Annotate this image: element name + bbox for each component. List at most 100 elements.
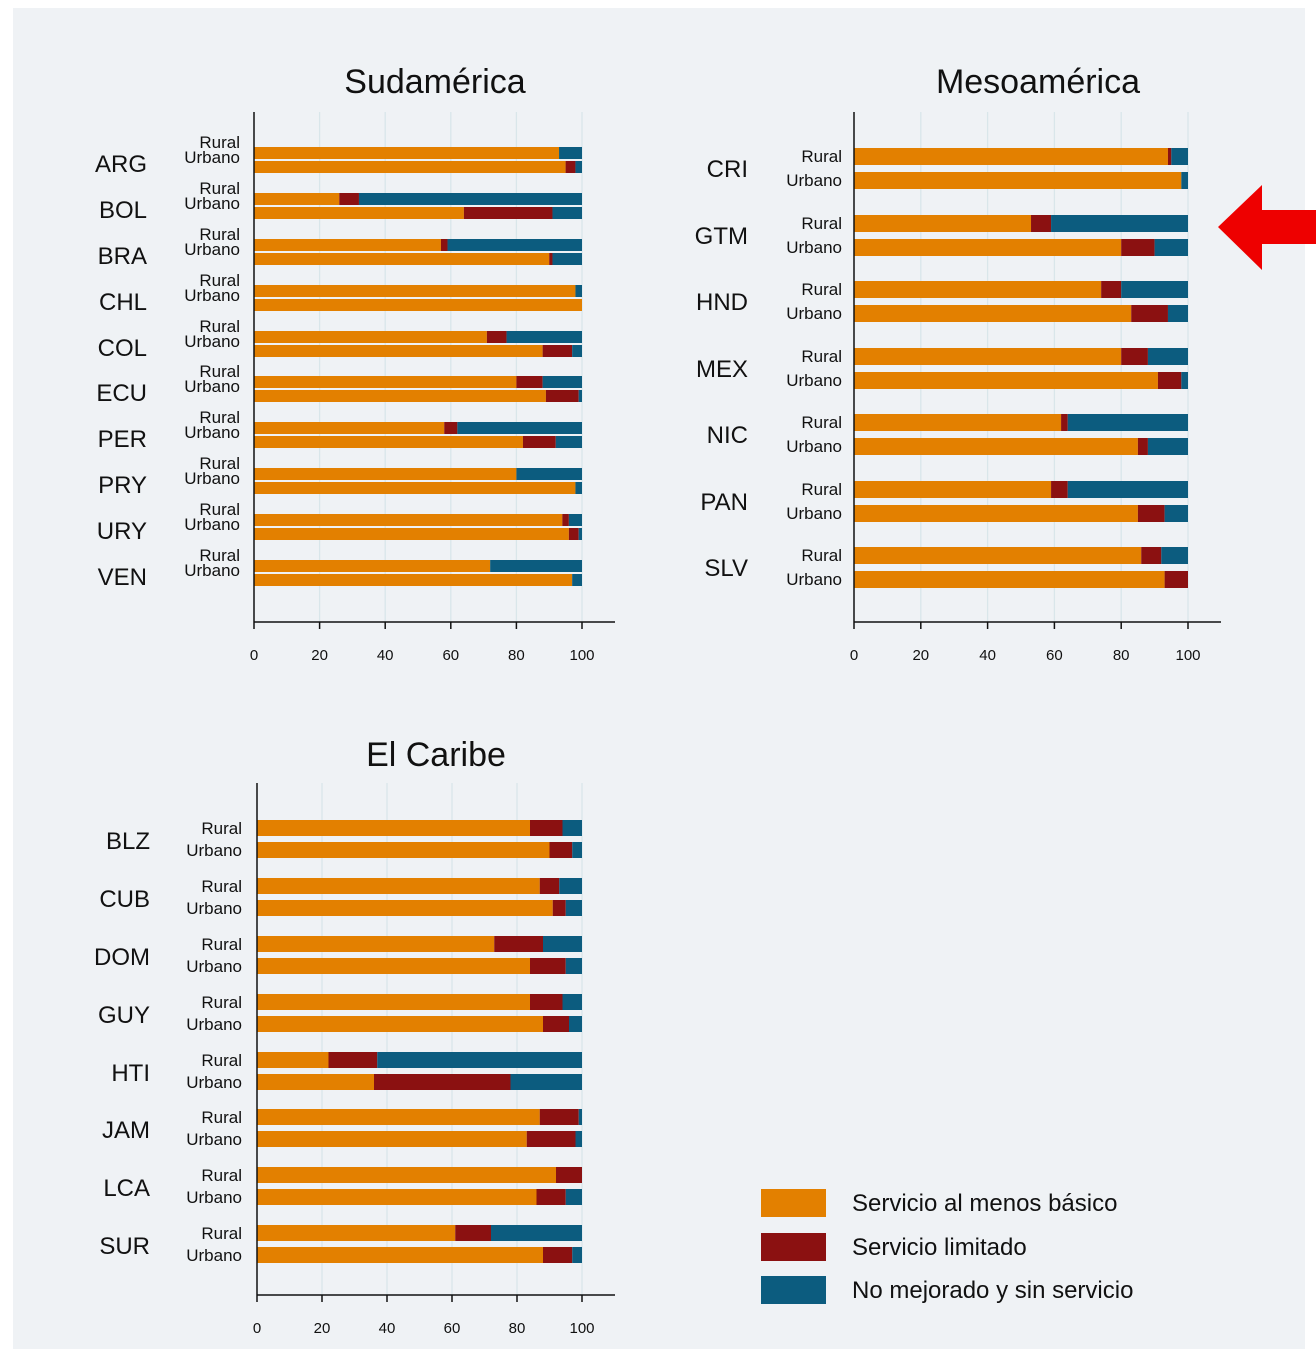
bar-pan-urbano-none [1164,505,1188,522]
bar-chl-urbano-basic [254,299,582,311]
country-label-cub: CUB [99,886,150,913]
country-label-blz: BLZ [106,828,150,855]
bar-hti-rural-limited [328,1052,378,1068]
country-label-bra: BRA [98,243,147,270]
bar-bol-urbano-none [552,207,582,219]
bar-lca-urbano-limited [536,1189,566,1205]
country-label-jam: JAM [102,1117,150,1144]
x-tick-label: 60 [444,1320,461,1337]
bar-col-rural-basic [254,331,487,343]
bar-ecu-urbano-none [578,390,582,402]
bar-chl-rural-none [575,285,582,297]
bar-ven-rural-none [490,560,582,572]
bar-nic-rural-basic [854,414,1062,431]
bar-per-rural-basic [254,422,445,434]
bar-pan-rural-basic [854,481,1052,498]
country-label-sur: SUR [99,1233,150,1260]
bar-gtm-urbano-none [1154,239,1188,256]
subgroup-label-rural: Rural [199,317,240,336]
bar-pan-rural-limited [1051,481,1068,498]
bar-gtm-urbano-basic [854,239,1122,256]
subgroup-label-rural: Rural [201,935,242,954]
subgroup-label-rural: Rural [199,362,240,381]
bar-slv-urbano-basic [854,571,1165,588]
bar-sur-urbano-basic [257,1247,543,1263]
bar-per-rural-none [457,422,582,434]
country-label-hnd: HND [696,289,748,316]
bar-col-rural-none [506,331,582,343]
bar-blz-rural-basic [257,820,530,836]
country-label-gtm: GTM [695,223,748,250]
bar-jam-urbano-none [575,1131,582,1147]
bar-guy-rural-none [562,994,582,1010]
subgroup-label-urbano: Urbano [186,1188,242,1207]
legend-label-limited: Servicio limitado [852,1234,1027,1261]
subgroup-label-rural: Rural [201,1108,242,1127]
x-tick-label: 0 [250,647,258,664]
bar-hti-urbano-limited [374,1074,511,1090]
chart-panel-0: SudaméricaRuralUrbanoARGRuralUrbanoBOLRu… [95,63,615,664]
bar-pry-rural-none [516,468,582,480]
bar-bra-rural-basic [254,239,441,251]
bar-sur-urbano-none [572,1247,582,1263]
x-tick-label: 0 [850,647,858,664]
bar-col-urbano-basic [254,345,543,357]
bar-ecu-urbano-basic [254,390,546,402]
country-label-ecu: ECU [96,380,147,407]
x-tick-label: 80 [509,1320,526,1337]
subgroup-label-urbano: Urbano [184,377,240,396]
bar-hnd-rural-basic [854,281,1102,298]
x-tick-label: 40 [379,1320,396,1337]
bar-slv-rural-none [1161,547,1188,564]
legend-swatch-basic [761,1189,826,1217]
subgroup-label-urbano: Urbano [184,469,240,488]
x-tick-label: 40 [979,647,996,664]
bar-gtm-rural-basic [854,215,1032,232]
subgroup-label-rural: Rural [199,133,240,152]
subgroup-label-urbano: Urbano [186,957,242,976]
bar-ury-urbano-none [578,528,582,540]
legend-swatch-none [761,1276,826,1304]
bar-bra-rural-none [447,239,582,251]
subgroup-label-urbano: Urbano [186,1015,242,1034]
bar-cub-urbano-basic [257,900,553,916]
bar-ecu-urbano-limited [545,390,579,402]
bar-blz-urbano-none [572,842,582,858]
subgroup-label-rural: Rural [199,500,240,519]
subgroup-label-urbano: Urbano [186,1130,242,1149]
bar-pry-rural-basic [254,468,517,480]
subgroup-label-urbano: Urbano [184,240,240,259]
bar-hti-rural-none [377,1052,582,1068]
country-label-ury: URY [97,518,147,545]
subgroup-label-urbano: Urbano [186,1246,242,1265]
chart-title: Mesoamérica [936,63,1140,101]
subgroup-label-rural: Rural [801,480,842,499]
bar-guy-rural-basic [257,994,530,1010]
bar-per-urbano-basic [254,436,523,448]
x-tick-label: 100 [1175,647,1200,664]
x-tick-label: 100 [569,647,594,664]
bar-jam-urbano-basic [257,1131,527,1147]
bar-cri-rural-limited [1167,148,1172,165]
subgroup-label-rural: Rural [201,819,242,838]
bar-pry-urbano-none [575,482,582,494]
country-label-col: COL [98,335,147,362]
bar-nic-urbano-basic [854,438,1138,455]
subgroup-label-urbano: Urbano [786,238,842,257]
bar-gtm-rural-limited [1031,215,1052,232]
bar-ury-urbano-limited [568,528,579,540]
bar-ury-rural-basic [254,514,563,526]
country-label-cri: CRI [707,156,748,183]
bar-hti-urbano-basic [257,1074,374,1090]
subgroup-label-rural: Rural [801,347,842,366]
subgroup-label-urbano: Urbano [184,423,240,442]
x-tick-label: 60 [1046,647,1063,664]
subgroup-label-rural: Rural [199,454,240,473]
bar-arg-rural-none [559,147,582,159]
bar-pan-urbano-basic [854,505,1138,522]
pointer-arrow-icon [1218,185,1316,270]
bar-cub-urbano-limited [552,900,566,916]
bar-guy-rural-limited [530,994,563,1010]
bar-cub-rural-limited [539,878,560,894]
